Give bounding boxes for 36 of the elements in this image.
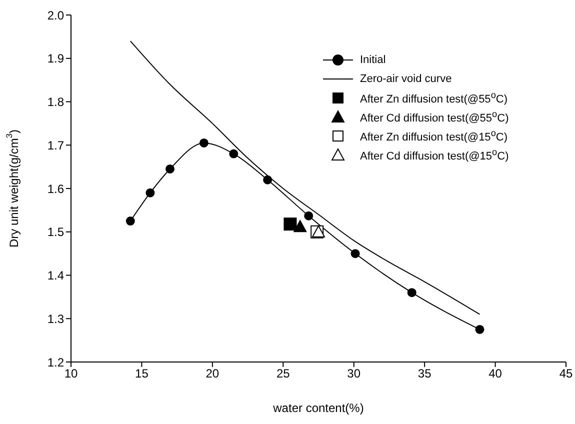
- y-tick-label: 1.9: [47, 52, 64, 66]
- point: [229, 149, 238, 158]
- y-tick-label: 1.4: [47, 268, 64, 283]
- point: [166, 164, 174, 174]
- point: [350, 249, 360, 258]
- legend-label: After Zn diffusion test(@55$^{o}$C): [360, 89, 508, 106]
- point: [294, 220, 307, 232]
- x-axis-title: water content(%): [272, 401, 364, 415]
- x-tick-label: 45: [559, 366, 573, 381]
- x-tick-label: 20: [206, 366, 220, 381]
- y-tick-label: 2.0: [47, 8, 64, 22]
- y-tick-label: 1.6: [47, 182, 64, 196]
- y-tick-label: 1.5: [47, 225, 64, 240]
- point: [126, 216, 135, 226]
- x-tick-label: 35: [418, 366, 432, 381]
- x-tick-label: 15: [135, 366, 149, 381]
- legend-label: After Cd diffusion test(@15$^{o}$C): [360, 146, 509, 163]
- legend-label: Initial: [360, 54, 386, 66]
- x-tick-label: 40: [488, 366, 502, 381]
- point: [304, 211, 314, 220]
- x-tick-label: 30: [347, 366, 361, 381]
- point: [407, 288, 416, 298]
- legend-label: Zero-air void curve: [360, 72, 452, 84]
- y-tick-label: 1.8: [47, 95, 64, 110]
- x-tick-label: 10: [64, 366, 78, 381]
- point: [263, 175, 272, 184]
- legend-label: After Cd diffusion test(@55$^{o}$C): [360, 108, 509, 125]
- point: [284, 218, 297, 231]
- point: [475, 324, 484, 334]
- x-tick-label: 25: [276, 366, 290, 381]
- y-tick-label: 1.3: [47, 312, 64, 326]
- point: [199, 138, 208, 148]
- point: [146, 188, 155, 198]
- y-tick-label: 1.2: [47, 355, 64, 370]
- legend-label: After Zn diffusion test(@15$^{o}$C): [360, 127, 508, 144]
- y-tick-label: 1.7: [47, 138, 64, 152]
